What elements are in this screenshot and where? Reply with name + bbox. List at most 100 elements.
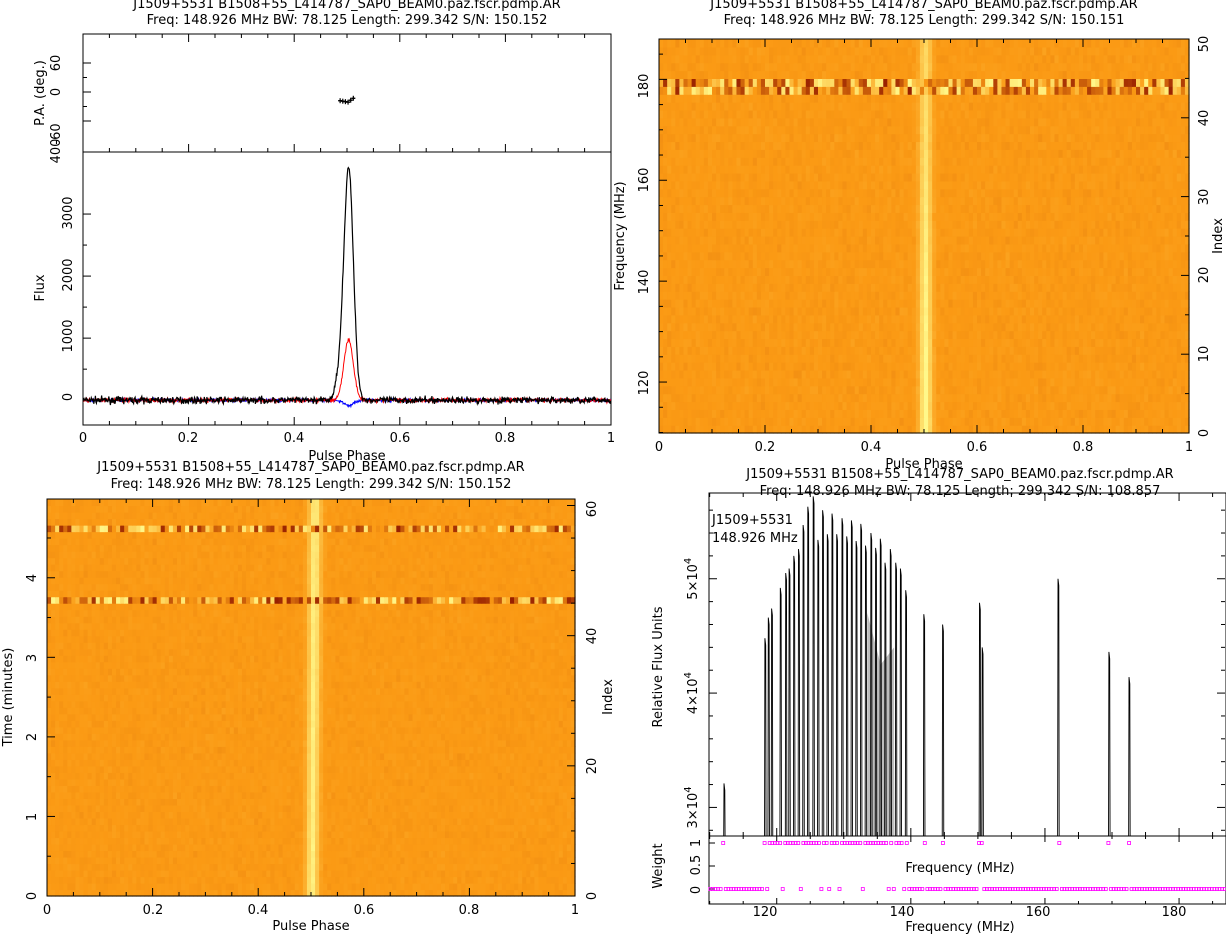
heatmap-cell <box>1115 188 1121 198</box>
heatmap-cell <box>732 275 738 284</box>
heatmap-cell <box>789 188 795 198</box>
heatmap-cell <box>895 133 901 143</box>
heatmap-cell <box>752 393 758 403</box>
heatmap-cell <box>981 172 986 182</box>
heatmap-cell <box>1144 196 1149 206</box>
heatmap-cell <box>1115 306 1121 316</box>
heatmap-cell <box>911 212 917 221</box>
heatmap-cell <box>1038 299 1043 308</box>
heatmap-cell <box>720 236 725 245</box>
heatmap-cell <box>667 196 672 206</box>
heatmap-cell <box>858 251 864 261</box>
heatmap-cell <box>1164 188 1170 198</box>
heatmap-cell <box>1184 385 1190 395</box>
heatmap-cell <box>773 236 778 245</box>
heatmap-cell <box>948 196 954 206</box>
heatmap-cell <box>862 251 868 261</box>
heatmap-cell <box>1013 180 1019 190</box>
heatmap-cell <box>838 306 844 316</box>
heatmap-cell <box>773 204 778 213</box>
heatmap-cell <box>940 330 945 340</box>
heatmap-cell <box>895 377 901 387</box>
heatmap-cell <box>887 204 892 213</box>
heatmap-cell <box>805 385 811 395</box>
heatmap-cell <box>716 157 721 166</box>
heatmap-cell <box>903 180 909 190</box>
heatmap-cell <box>964 417 970 426</box>
heatmap-cell <box>1078 204 1084 213</box>
heatmap-cell <box>1083 425 1088 434</box>
heatmap-cell <box>936 157 941 166</box>
heatmap-cell <box>830 385 835 395</box>
heatmap-cell <box>1103 306 1109 316</box>
heatmap-cell <box>1030 165 1035 174</box>
heatmap-cell <box>1131 401 1137 410</box>
heatmap-cell <box>732 172 738 182</box>
heatmap-cell <box>858 212 864 221</box>
heatmap-cell <box>854 425 860 434</box>
heatmap-cell <box>964 425 970 434</box>
heatmap-cell <box>879 212 884 221</box>
heatmap-cell <box>915 283 921 292</box>
heatmap-cell <box>1131 180 1137 190</box>
heatmap-cell <box>1144 385 1149 395</box>
heatmap-cell <box>1021 236 1027 245</box>
heatmap-cell <box>1111 220 1117 229</box>
heatmap-cell <box>748 157 754 166</box>
heatmap-cell <box>712 385 717 395</box>
heatmap-cell <box>964 188 970 198</box>
heatmap-cell <box>838 291 844 300</box>
heatmap-cell <box>813 157 819 166</box>
heatmap-cell <box>1119 346 1125 355</box>
heatmap-cell <box>972 291 978 300</box>
heatmap-cell <box>691 267 697 276</box>
heatmap-cell <box>1184 251 1190 261</box>
heatmap-cell <box>960 338 966 347</box>
heatmap-cell <box>1074 299 1080 308</box>
heatmap-cell <box>1042 243 1047 253</box>
heatmap-cell <box>691 259 697 269</box>
heatmap-cell <box>1148 377 1153 387</box>
heatmap-cell <box>1038 393 1043 403</box>
heatmap-cell <box>724 377 729 387</box>
heatmap-cell <box>879 220 884 229</box>
heatmap-cell <box>1009 236 1015 245</box>
heatmap-cell <box>703 409 709 418</box>
heatmap-cell <box>1034 385 1039 395</box>
heatmap-cell <box>997 196 1003 206</box>
heatmap-cell <box>1168 291 1174 300</box>
heatmap-cell <box>928 306 933 316</box>
heatmap-cell <box>1058 220 1064 229</box>
heatmap-cell <box>801 425 807 434</box>
heatmap-cell <box>1168 188 1174 198</box>
heatmap-cell <box>846 354 852 363</box>
heatmap-cell <box>985 377 990 387</box>
heatmap-cell <box>1136 212 1141 221</box>
heatmap-cell <box>871 369 876 379</box>
heatmap-cell <box>1103 251 1109 261</box>
heatmap-cell <box>1156 299 1162 308</box>
heatmap-cell <box>1131 236 1137 245</box>
heatmap-cell <box>659 409 664 418</box>
heatmap-cell <box>830 180 835 190</box>
heatmap-cell <box>1005 149 1011 158</box>
heatmap-cell <box>924 354 929 363</box>
heatmap-cell <box>687 267 693 276</box>
heatmap-cell <box>744 369 750 379</box>
heatmap-cell <box>887 393 892 403</box>
heatmap-cell <box>883 385 888 395</box>
heatmap-cell <box>809 180 815 190</box>
heatmap-cell <box>977 243 982 253</box>
heatmap-cell <box>1017 157 1023 166</box>
heatmap-cell <box>915 409 921 418</box>
heatmap-cell <box>883 283 888 292</box>
heatmap-cell <box>732 346 738 355</box>
heatmap-cell <box>1131 369 1137 379</box>
heatmap-cell <box>720 330 725 340</box>
heatmap-cell <box>997 204 1003 213</box>
heatmap-cell <box>760 204 766 213</box>
heatmap-cell <box>720 141 725 150</box>
heatmap-cell <box>960 165 966 174</box>
heatmap-cell <box>760 354 766 363</box>
heatmap-cell <box>1013 204 1019 213</box>
